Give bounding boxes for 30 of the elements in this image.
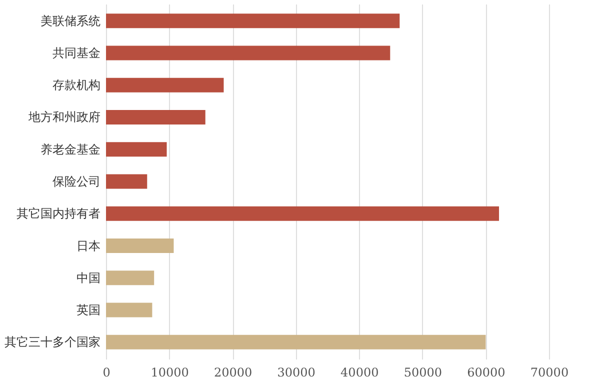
x-tick-label: 60000 [467,366,506,380]
bar [106,206,500,221]
y-tick-label: 存款机构 [52,78,100,92]
x-tick-label: 30000 [277,366,316,380]
y-tick-label: 保险公司 [52,174,100,188]
bar [106,110,206,124]
y-tick-label: 其它国内持有者 [16,206,100,221]
bar [106,142,167,157]
y-tick-label: 共同基金 [52,46,100,60]
x-tick-label: 10000 [150,366,189,380]
y-tick-label: 其它三十多个国家 [4,335,100,350]
bar [106,46,390,60]
y-tick-label: 地方和州政府 [28,110,100,124]
bar [106,334,486,350]
x-tick-label: 70000 [530,366,569,380]
y-tick-label: 日本 [76,238,100,253]
y-tick-label: 英国 [76,303,100,318]
y-tick-label: 美联储系统 [40,14,100,28]
y-tick-label: 中国 [76,270,100,285]
bar [106,14,400,28]
bar [106,78,224,92]
y-tick-label: 养老金基金 [40,142,100,156]
x-tick-label: 50000 [404,366,442,380]
bar [106,302,152,318]
x-tick-label: 20000 [214,366,252,380]
bar [106,270,154,286]
x-tick-label: 0 [102,366,110,380]
bar [106,174,148,189]
x-tick-label: 40000 [340,366,379,380]
bar [106,238,174,253]
